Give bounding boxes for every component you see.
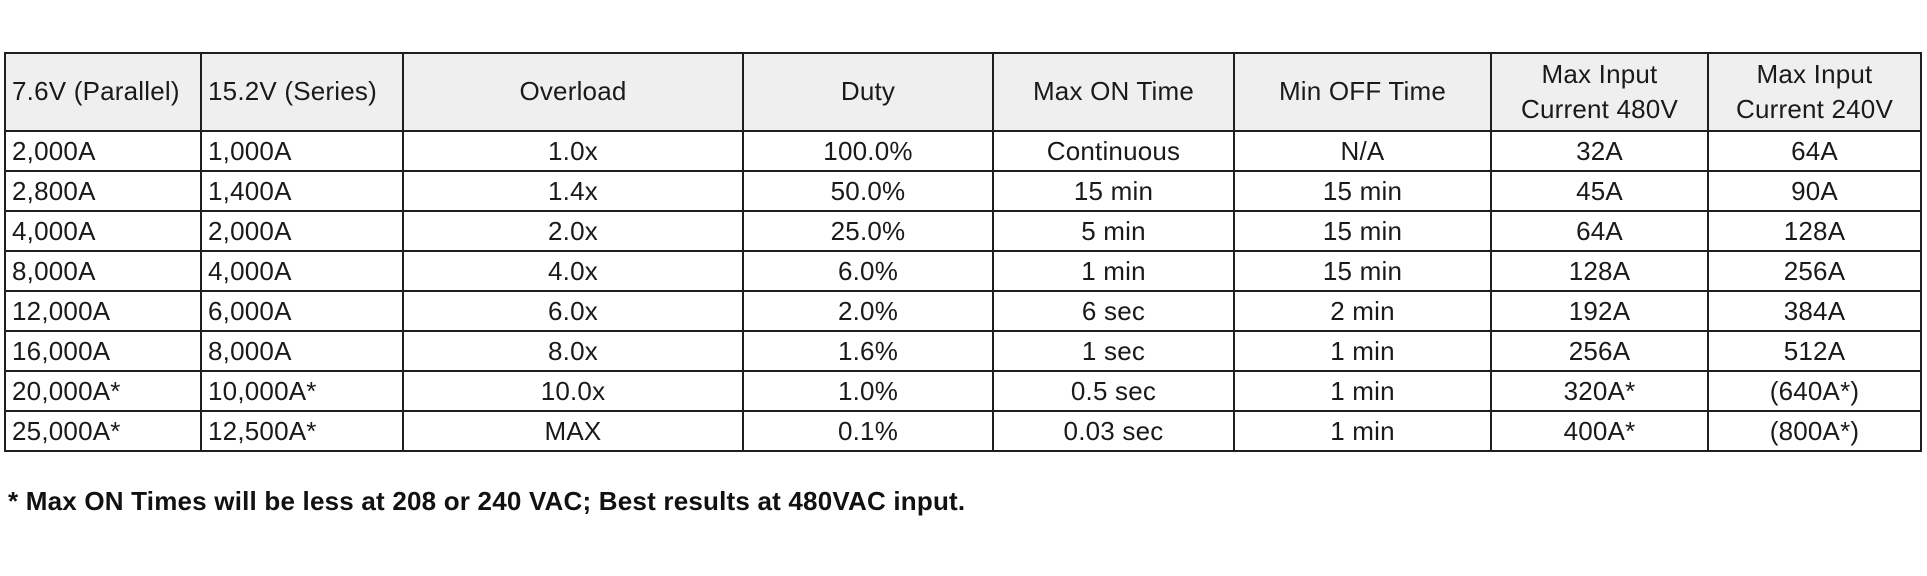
table-row: 25,000A* 12,500A* MAX 0.1% 0.03 sec 1 min 400A… — [4, 410, 1922, 452]
table-cell: 6.0% — [742, 250, 994, 292]
footnote: * Max ON Times will be less at 208 or 24… — [8, 486, 966, 516]
table-cell: 90A — [1707, 170, 1922, 212]
column-header: Max Input Current 240V — [1707, 52, 1922, 132]
table-row: 2,800A 1,400A 1.4x 50.0% 15 min 15 min 45A 90A — [4, 170, 1922, 212]
table-cell: 400A* — [1490, 410, 1709, 452]
table-row: 20,000A* 10,000A* 10.0x 1.0% 0.5 sec 1 min 320… — [4, 370, 1922, 412]
table-row: 4,000A 2,000A 2.0x 25.0% 5 min 15 min 64A 128A — [4, 210, 1922, 252]
table-cell: 64A — [1707, 130, 1922, 172]
table-cell: 2,000A — [4, 130, 202, 172]
table-header: 7.6V (Parallel) 15.2V (Series) Overload Dut… — [4, 52, 1922, 132]
table-cell: N/A — [1233, 130, 1492, 172]
table-row: 12,000A 6,000A 6.0x 2.0% 6 sec 2 min 192A 384A — [4, 290, 1922, 332]
table-cell: 10,000A* — [200, 370, 404, 412]
header-row: 7.6V (Parallel) 15.2V (Series) Overload Dut… — [4, 52, 1922, 132]
table-cell: 2.0% — [742, 290, 994, 332]
table-cell: 0.1% — [742, 410, 994, 452]
table-cell: 1,000A — [200, 130, 404, 172]
table-row: 16,000A 8,000A 8.0x 1.6% 1 sec 1 min 256A 512A — [4, 330, 1922, 372]
table-cell: 6 sec — [992, 290, 1235, 332]
table-cell: 128A — [1490, 250, 1709, 292]
table-cell: 8.0x — [402, 330, 744, 372]
table-cell: 45A — [1490, 170, 1709, 212]
table-cell: 1.4x — [402, 170, 744, 212]
table-cell: 1.6% — [742, 330, 994, 372]
column-header: Min OFF Time — [1233, 52, 1492, 132]
column-header: Max ON Time — [992, 52, 1235, 132]
table-cell: 4.0x — [402, 250, 744, 292]
table-cell: 1 min — [992, 250, 1235, 292]
table-cell: 25,000A* — [4, 410, 202, 452]
table-cell: 15 min — [1233, 250, 1492, 292]
column-header: 7.6V (Parallel) — [4, 52, 202, 132]
table-cell: 1 min — [1233, 370, 1492, 412]
table-row: 8,000A 4,000A 4.0x 6.0% 1 min 15 min 128A 256A — [4, 250, 1922, 292]
table-cell: 8,000A — [200, 330, 404, 372]
table-cell: 100.0% — [742, 130, 994, 172]
table-cell: 12,500A* — [200, 410, 404, 452]
column-header: Duty — [742, 52, 994, 132]
column-header: 15.2V (Series) — [200, 52, 404, 132]
table-cell: (640A*) — [1707, 370, 1922, 412]
table-cell: 16,000A — [4, 330, 202, 372]
table-body: 2,000A 1,000A 1.0x 100.0% Continuous N/A 32A 64… — [4, 130, 1922, 452]
column-header: Max Input Current 480V — [1490, 52, 1709, 132]
table-cell: 512A — [1707, 330, 1922, 372]
table-cell: 4,000A — [4, 210, 202, 252]
table-cell: 2,000A — [200, 210, 404, 252]
table-cell: 256A — [1707, 250, 1922, 292]
table-cell: 1 min — [1233, 410, 1492, 452]
table-cell: 128A — [1707, 210, 1922, 252]
table-cell: 50.0% — [742, 170, 994, 212]
power-spec-table: 7.6V (Parallel) 15.2V (Series) Overload Dut… — [4, 52, 1922, 452]
table-cell: 8,000A — [4, 250, 202, 292]
table-cell: 2 min — [1233, 290, 1492, 332]
table-cell: (800A*) — [1707, 410, 1922, 452]
table-cell: 1.0% — [742, 370, 994, 412]
table-cell: 320A* — [1490, 370, 1709, 412]
table-row: 2,000A 1,000A 1.0x 100.0% Continuous N/A 32A 64… — [4, 130, 1922, 172]
table-cell: 0.03 sec — [992, 410, 1235, 452]
table-cell: 5 min — [992, 210, 1235, 252]
table-cell: 25.0% — [742, 210, 994, 252]
table-cell: 0.5 sec — [992, 370, 1235, 412]
column-header: Overload — [402, 52, 744, 132]
table-cell: 6.0x — [402, 290, 744, 332]
table-cell: 15 min — [992, 170, 1235, 212]
table-cell: 6,000A — [200, 290, 404, 332]
table-cell: 2,800A — [4, 170, 202, 212]
table-cell: 1,400A — [200, 170, 404, 212]
table-cell: 10.0x — [402, 370, 744, 412]
table-cell: 32A — [1490, 130, 1709, 172]
table-cell: 1 sec — [992, 330, 1235, 372]
table-cell: 15 min — [1233, 210, 1492, 252]
table-cell: 12,000A — [4, 290, 202, 332]
table-cell: 4,000A — [200, 250, 404, 292]
table-cell: 192A — [1490, 290, 1709, 332]
table-cell: 256A — [1490, 330, 1709, 372]
table-cell: 15 min — [1233, 170, 1492, 212]
table-cell: 2.0x — [402, 210, 744, 252]
table-cell: 20,000A* — [4, 370, 202, 412]
table-cell: MAX — [402, 410, 744, 452]
table-cell: 1.0x — [402, 130, 744, 172]
table-cell: Continuous — [992, 130, 1235, 172]
table-cell: 384A — [1707, 290, 1922, 332]
table-cell: 1 min — [1233, 330, 1492, 372]
table-cell: 64A — [1490, 210, 1709, 252]
